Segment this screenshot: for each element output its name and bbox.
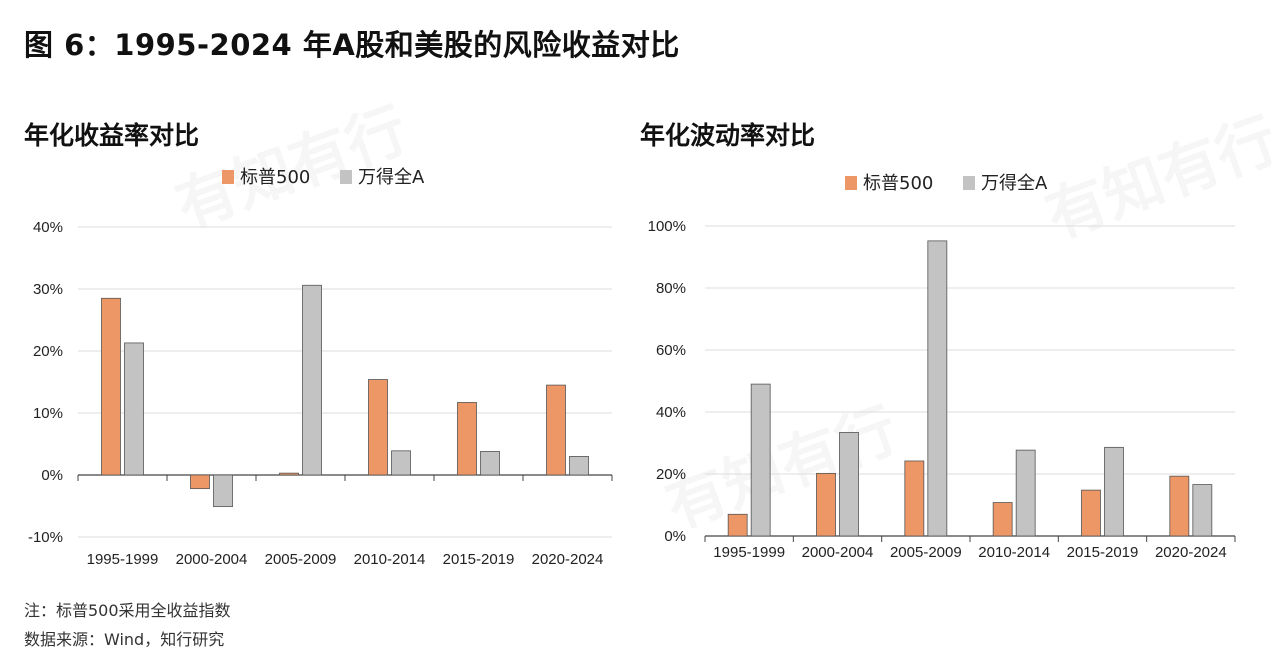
right-xtick-label: 2020-2024 bbox=[1155, 544, 1227, 561]
right-xtick-label: 2015-2019 bbox=[1067, 544, 1139, 561]
left-bar-sp500-2015-2019 bbox=[457, 402, 477, 476]
left-bar-sp500-2000-2004 bbox=[190, 474, 210, 490]
right-bar-sp500-2000-2004 bbox=[816, 472, 836, 537]
right-ytick-label: 80% bbox=[656, 280, 686, 297]
right-xtick-label: 2000-2004 bbox=[802, 544, 874, 561]
figure-title: 图 6：1995-2024 年A股和美股的风险收益对比 bbox=[24, 28, 680, 62]
right-bar-sp500-2015-2019 bbox=[1081, 489, 1101, 537]
left-ytick-label: 40% bbox=[33, 219, 63, 236]
right-bar-wind-2020-2024 bbox=[1192, 484, 1213, 537]
left-xtick-label: 2005-2009 bbox=[265, 551, 337, 568]
left-bar-wind-2020-2024 bbox=[569, 455, 589, 476]
left-bar-wind-2010-2014 bbox=[391, 450, 411, 476]
source-note: 数据来源：Wind，知行研究 bbox=[24, 630, 225, 649]
right-bar-wind-2000-2004 bbox=[839, 432, 859, 537]
right-xtick-label: 2010-2014 bbox=[978, 544, 1050, 561]
left-bar-sp500-2020-2024 bbox=[546, 384, 566, 476]
right-bar-sp500-2010-2014 bbox=[992, 502, 1013, 537]
left-chart-title: 年化收益率对比 bbox=[24, 121, 200, 150]
footnote: 注：标普500采用全收益指数 bbox=[24, 601, 231, 620]
left-xtick-label: 1995-1999 bbox=[87, 551, 159, 568]
left-ytick-label: 20% bbox=[33, 343, 63, 360]
left-ytick-label: 10% bbox=[33, 405, 63, 422]
left-legend-label-sp500: 标普500 bbox=[240, 167, 310, 188]
right-bar-wind-1995-1999 bbox=[750, 383, 771, 537]
right-xtick-label: 1995-1999 bbox=[713, 544, 785, 561]
right-chart-title: 年化波动率对比 bbox=[640, 121, 816, 150]
right-bar-sp500-1995-1999 bbox=[727, 513, 748, 537]
right-bar-sp500-2005-2009 bbox=[904, 460, 925, 537]
left-bar-sp500-1995-1999 bbox=[101, 297, 121, 476]
left-legend-swatch-wind bbox=[340, 170, 352, 184]
left-legend-label-wind: 万得全A bbox=[358, 167, 425, 188]
right-bar-wind-2015-2019 bbox=[1104, 446, 1124, 537]
left-bar-wind-1995-1999 bbox=[124, 342, 144, 476]
right-ytick-label: 100% bbox=[648, 218, 686, 235]
left-ytick-label: 0% bbox=[41, 467, 63, 484]
left-ytick-label: -10% bbox=[28, 529, 63, 546]
left-legend-swatch-sp500 bbox=[222, 170, 234, 184]
right-ytick-label: 20% bbox=[656, 466, 686, 483]
left-xtick-label: 2010-2014 bbox=[354, 551, 426, 568]
right-ytick-label: 0% bbox=[664, 528, 686, 545]
left-bar-sp500-2010-2014 bbox=[368, 379, 388, 476]
right-ytick-label: 60% bbox=[656, 342, 686, 359]
right-ytick-label: 40% bbox=[656, 404, 686, 421]
right-bar-wind-2010-2014 bbox=[1015, 449, 1036, 537]
left-bar-sp500-2005-2009 bbox=[279, 472, 299, 476]
right-legend-swatch-wind bbox=[963, 176, 975, 190]
right-legend-label-wind: 万得全A bbox=[981, 173, 1048, 194]
right-legend-label-sp500: 标普500 bbox=[863, 173, 933, 194]
left-xtick-label: 2020-2024 bbox=[532, 551, 604, 568]
right-bar-wind-2005-2009 bbox=[927, 240, 948, 537]
right-bar-sp500-2020-2024 bbox=[1169, 475, 1190, 537]
left-bar-wind-2005-2009 bbox=[302, 284, 322, 476]
left-ytick-label: 30% bbox=[33, 281, 63, 298]
left-bar-wind-2000-2004 bbox=[213, 474, 233, 508]
right-xtick-label: 2005-2009 bbox=[890, 544, 962, 561]
right-legend-swatch-sp500 bbox=[845, 176, 857, 190]
left-xtick-label: 2015-2019 bbox=[443, 551, 515, 568]
left-bar-wind-2015-2019 bbox=[480, 451, 500, 476]
left-xtick-label: 2000-2004 bbox=[176, 551, 248, 568]
